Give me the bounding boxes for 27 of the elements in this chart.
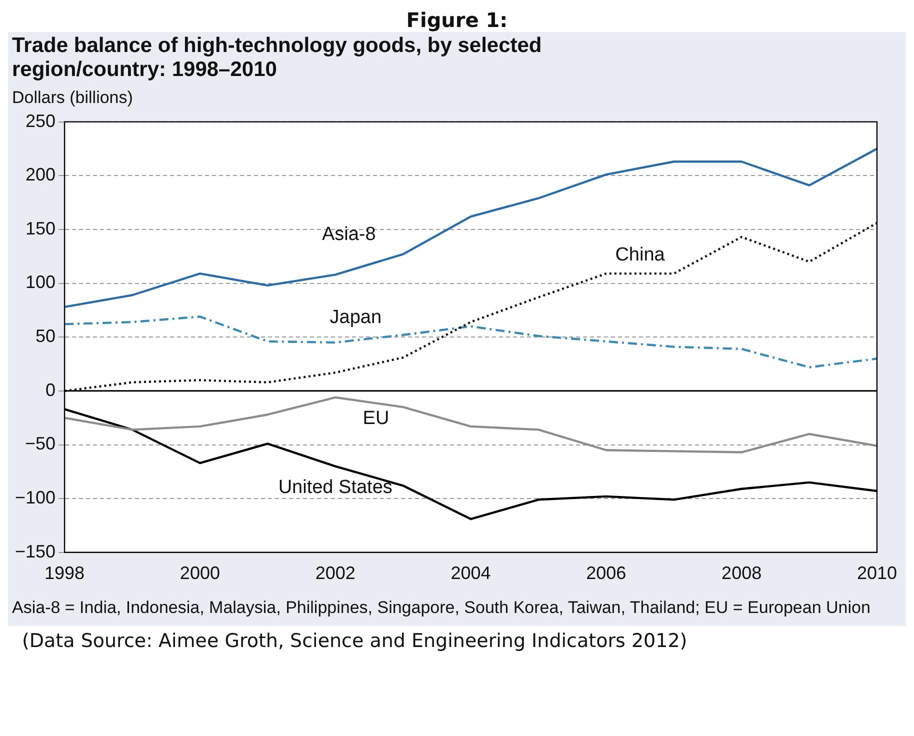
x-tick-label: 2008 — [722, 563, 762, 584]
y-tick-label: 150 — [25, 218, 56, 238]
y-tick-label: 250 — [25, 110, 56, 131]
series-label: United States — [278, 477, 392, 498]
series-label: China — [615, 244, 666, 266]
series-label: EU — [362, 408, 390, 430]
y-tick-label: −150 — [14, 541, 56, 562]
x-tick-label: 2006 — [586, 563, 626, 584]
y-tick-label: −100 — [14, 488, 56, 508]
y-tick-label: 50 — [36, 326, 56, 346]
y-axis-title: Dollars (billions) — [12, 88, 134, 108]
x-tick-label: 1998 — [44, 563, 85, 584]
y-tick-label: 100 — [25, 272, 56, 292]
text: (Data Source: Aimee Groth, Science and Engineering Indicators 2012) — [21, 630, 688, 652]
caption: Figure 1: — [405, 8, 509, 32]
series-label: Japan — [330, 306, 382, 328]
x-tick-label: 2004 — [450, 563, 491, 584]
text: Asia-8 = India, Indonesia, Malaysia, Philippines, Singapore, South Korea, Taiwan, Thailand; EU = European Union — [12, 597, 872, 619]
y-tick-label: 0 — [46, 380, 56, 400]
y-tick-label: −50 — [24, 434, 56, 454]
y-tick-label: 200 — [25, 164, 56, 185]
x-tick-label: 2000 — [180, 563, 220, 584]
line-series — [64, 222, 877, 392]
x-tick-label: 2010 — [856, 563, 897, 584]
series-label: Asia-8 — [322, 224, 376, 246]
x-tick-label: 2002 — [315, 563, 356, 584]
chart-title: Trade balance of high-technology goods, by selected region/country: 1998–2010 — [12, 34, 543, 82]
